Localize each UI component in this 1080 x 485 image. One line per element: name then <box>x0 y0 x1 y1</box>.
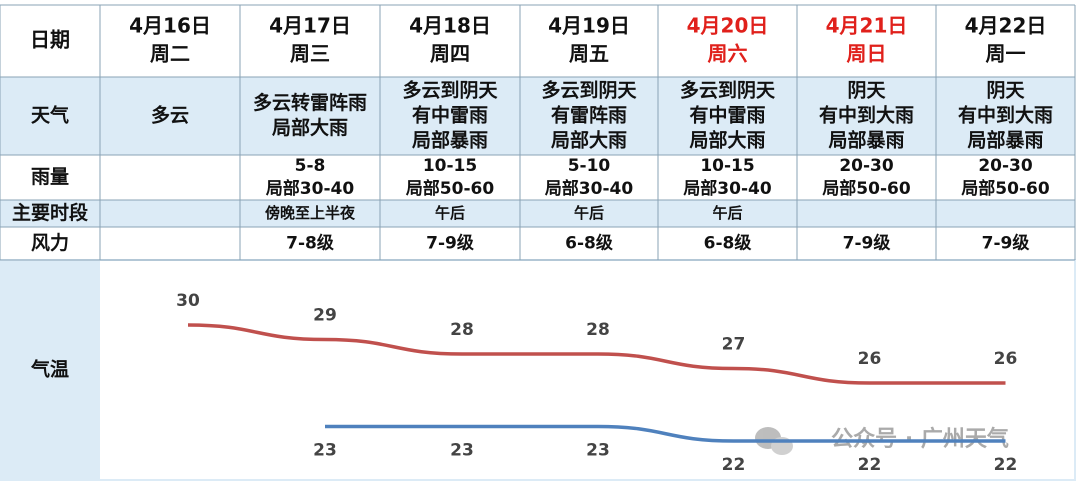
header-weekday: 周日 <box>847 42 887 66</box>
cell-text: 局部暴雨 <box>828 129 904 152</box>
header-date: 4月21日 <box>826 14 908 38</box>
cell-text: 多云到阴天 <box>680 79 776 102</box>
cell-text: 午后 <box>574 204 604 222</box>
watermark-text: 公众号 · 广州天气 <box>831 426 1009 452</box>
cell-text: 局部大雨 <box>689 129 765 152</box>
temp-label: 26 <box>858 349 882 369</box>
cell-text: 7-9级 <box>426 233 474 254</box>
cell-text: 局部30-40 <box>683 178 772 199</box>
temp-label: 23 <box>313 441 337 461</box>
row-label: 风力 <box>31 231 69 254</box>
cell-text: 局部30-40 <box>545 178 634 199</box>
cell-text: 多云到阴天 <box>402 79 498 102</box>
temp-line <box>325 424 1006 443</box>
cell-text: 7-9级 <box>982 233 1030 254</box>
row-band <box>0 200 1075 227</box>
cell-text: 10-15 <box>423 156 477 176</box>
temp-label: 30 <box>176 291 200 311</box>
header-weekday: 周六 <box>708 42 748 66</box>
temp-label: 22 <box>858 455 882 475</box>
cell-text: 局部暴雨 <box>412 129 488 152</box>
cell-text: 有中到大雨 <box>819 104 914 127</box>
cell-text: 阴天 <box>847 80 886 102</box>
cell-text: 局部大雨 <box>272 116 348 139</box>
row-label: 雨量 <box>31 166 69 188</box>
cell-text: 有雷阵雨 <box>551 104 627 127</box>
cell-text: 20-30 <box>978 156 1033 176</box>
cell-text: 局部50-60 <box>406 178 495 199</box>
header-label: 日期 <box>30 28 70 52</box>
cell-text: 有中到大雨 <box>958 104 1053 127</box>
row-label: 天气 <box>31 104 69 127</box>
cell-text: 多云 <box>151 104 189 127</box>
label-cell <box>0 260 100 480</box>
temp-label: 28 <box>450 320 474 340</box>
temp-label: 22 <box>722 455 746 475</box>
temp-label: 22 <box>994 455 1018 475</box>
cell-text: 阴天 <box>986 80 1025 102</box>
cell-text: 5-8 <box>295 156 326 176</box>
header-date: 4月16日 <box>129 14 211 38</box>
cell-text: 10-15 <box>700 156 754 176</box>
temp-label: 27 <box>722 335 746 355</box>
cell-text: 傍晚至上半夜 <box>265 204 356 222</box>
cell-text: 多云到阴天 <box>541 79 637 102</box>
cell-text: 午后 <box>712 204 742 222</box>
cell-text: 6-8级 <box>565 233 613 254</box>
cell-text: 7-8级 <box>286 233 334 254</box>
cell-text: 多云转雷阵雨 <box>253 91 367 114</box>
header-date: 4月22日 <box>965 14 1047 38</box>
cell-text: 5-10 <box>568 156 611 176</box>
temp-label: 23 <box>450 441 474 461</box>
cell-text: 局部50-60 <box>822 178 911 199</box>
cell-text: 有中雷雨 <box>689 104 765 127</box>
temperature-label: 气温 <box>30 358 69 381</box>
temp-label: 28 <box>586 320 610 340</box>
temp-label: 26 <box>994 349 1018 369</box>
header-weekday: 周五 <box>569 42 609 66</box>
header-date: 4月20日 <box>687 14 769 38</box>
row-band <box>0 77 1075 155</box>
cell-text: 局部30-40 <box>266 178 355 199</box>
cell-text: 局部大雨 <box>551 129 627 152</box>
temp-label: 29 <box>313 306 337 326</box>
cell-text: 午后 <box>435 204 465 222</box>
header-date: 4月18日 <box>409 14 491 38</box>
cell-text: 6-8级 <box>704 233 752 254</box>
row-label: 主要时段 <box>12 201 89 224</box>
header-date: 4月17日 <box>269 14 351 38</box>
header-date: 4月19日 <box>548 14 630 38</box>
header-weekday: 周一 <box>986 42 1026 66</box>
header-weekday: 周四 <box>430 42 470 66</box>
cell-text: 20-30 <box>839 156 894 176</box>
cell-text: 有中雷雨 <box>412 104 488 127</box>
cell-text: 局部50-60 <box>961 178 1050 199</box>
header-weekday: 周三 <box>290 42 330 66</box>
temp-line <box>187 323 1006 385</box>
watermark: 公众号 · 广州天气 <box>755 426 1009 455</box>
cell-text: 局部暴雨 <box>967 129 1043 152</box>
temp-label: 23 <box>586 441 610 461</box>
header-weekday: 周二 <box>150 42 190 66</box>
cell-text: 7-9级 <box>843 233 891 254</box>
